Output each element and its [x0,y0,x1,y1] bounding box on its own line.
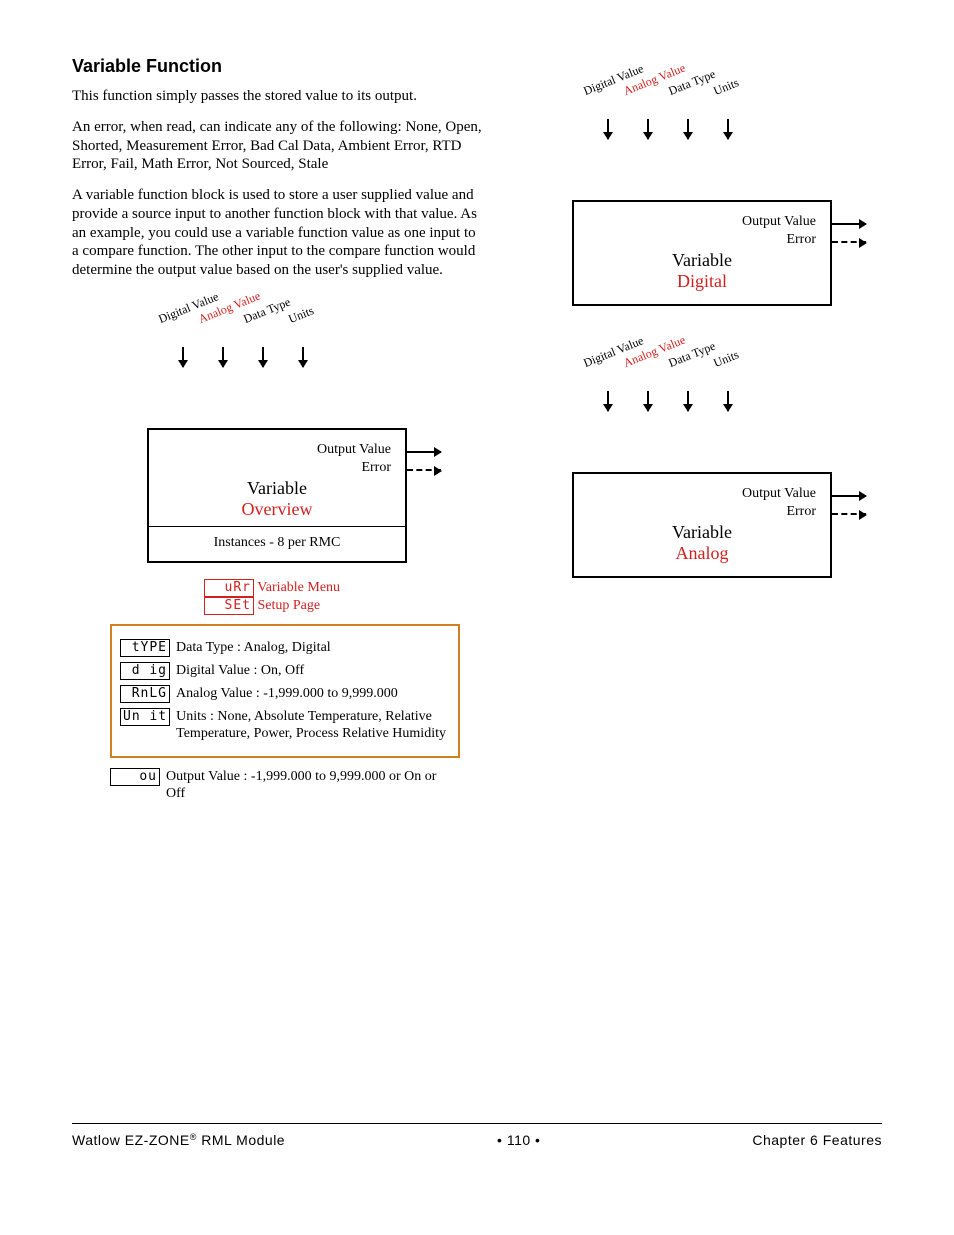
param-dig: Digital Value : On, Off [176,662,450,680]
page-footer: Watlow EZ-ZONE® RML Module • 110 • Chapt… [72,1123,882,1148]
param-type: Data Type : Analog, Digital [176,639,450,657]
footer-center: • 110 • [497,1132,540,1148]
seg-dig: d ig [120,662,170,680]
output-error-label: Error [786,232,816,247]
left-column: Variable Function This function simply p… [72,50,482,808]
seg-anlg: RnLG [120,685,170,703]
seg-type: tYPE [120,639,170,657]
menu-var-text: Variable Menu [257,580,340,595]
block-analog: Digital Value Analog Value Data Type Uni… [572,336,832,578]
seg-unit: Un it [120,708,170,726]
menu-links: uRr Variable Menu SEt Setup Page [204,579,482,616]
menu-set-text: Setup Page [258,598,321,613]
section-title: Variable Function [72,56,482,77]
block-overview: Digital Value Analog Value Data Type Uni… [147,292,407,563]
seg-var: uRr [204,579,254,597]
block-instances: Instances - 8 per RMC [159,535,395,551]
footer-right: Chapter 6 Features [752,1132,882,1148]
block-name: Variable [584,250,820,271]
output-value-label: Output Value [742,214,816,229]
seg-set: SEt [204,597,254,615]
param-anlg: Analog Value : -1,999.000 to 9,999.000 [176,685,450,703]
block-name: Variable [584,522,820,543]
block-name: Variable [159,478,395,499]
param-ou: Output Value : -1,999.000 to 9,999.000 o… [166,768,440,803]
paragraph-2: An error, when read, can indicate any of… [72,118,482,174]
block-type: Overview [159,499,395,520]
param-unit: Units : None, Absolute Temperature, Rela… [176,708,450,743]
block-digital: Digital Value Analog Value Data Type Uni… [572,64,832,306]
output-value-label: Output Value [742,486,816,501]
output-param: ou Output Value : -1,999.000 to 9,999.000… [110,768,440,803]
block-type: Analog [584,543,820,564]
output-value-label: Output Value [317,442,391,457]
right-column: Digital Value Analog Value Data Type Uni… [522,50,882,808]
seg-ou: ou [110,768,160,786]
footer-left: Watlow EZ-ZONE® RML Module [72,1132,285,1148]
paragraph-3: A variable function block is used to sto… [72,186,482,280]
output-error-label: Error [786,504,816,519]
paragraph-1: This function simply passes the stored v… [72,87,482,106]
output-error-label: Error [361,460,391,475]
block-type: Digital [584,271,820,292]
param-box: tYPE Data Type : Analog, Digital d ig Digi… [110,624,460,758]
